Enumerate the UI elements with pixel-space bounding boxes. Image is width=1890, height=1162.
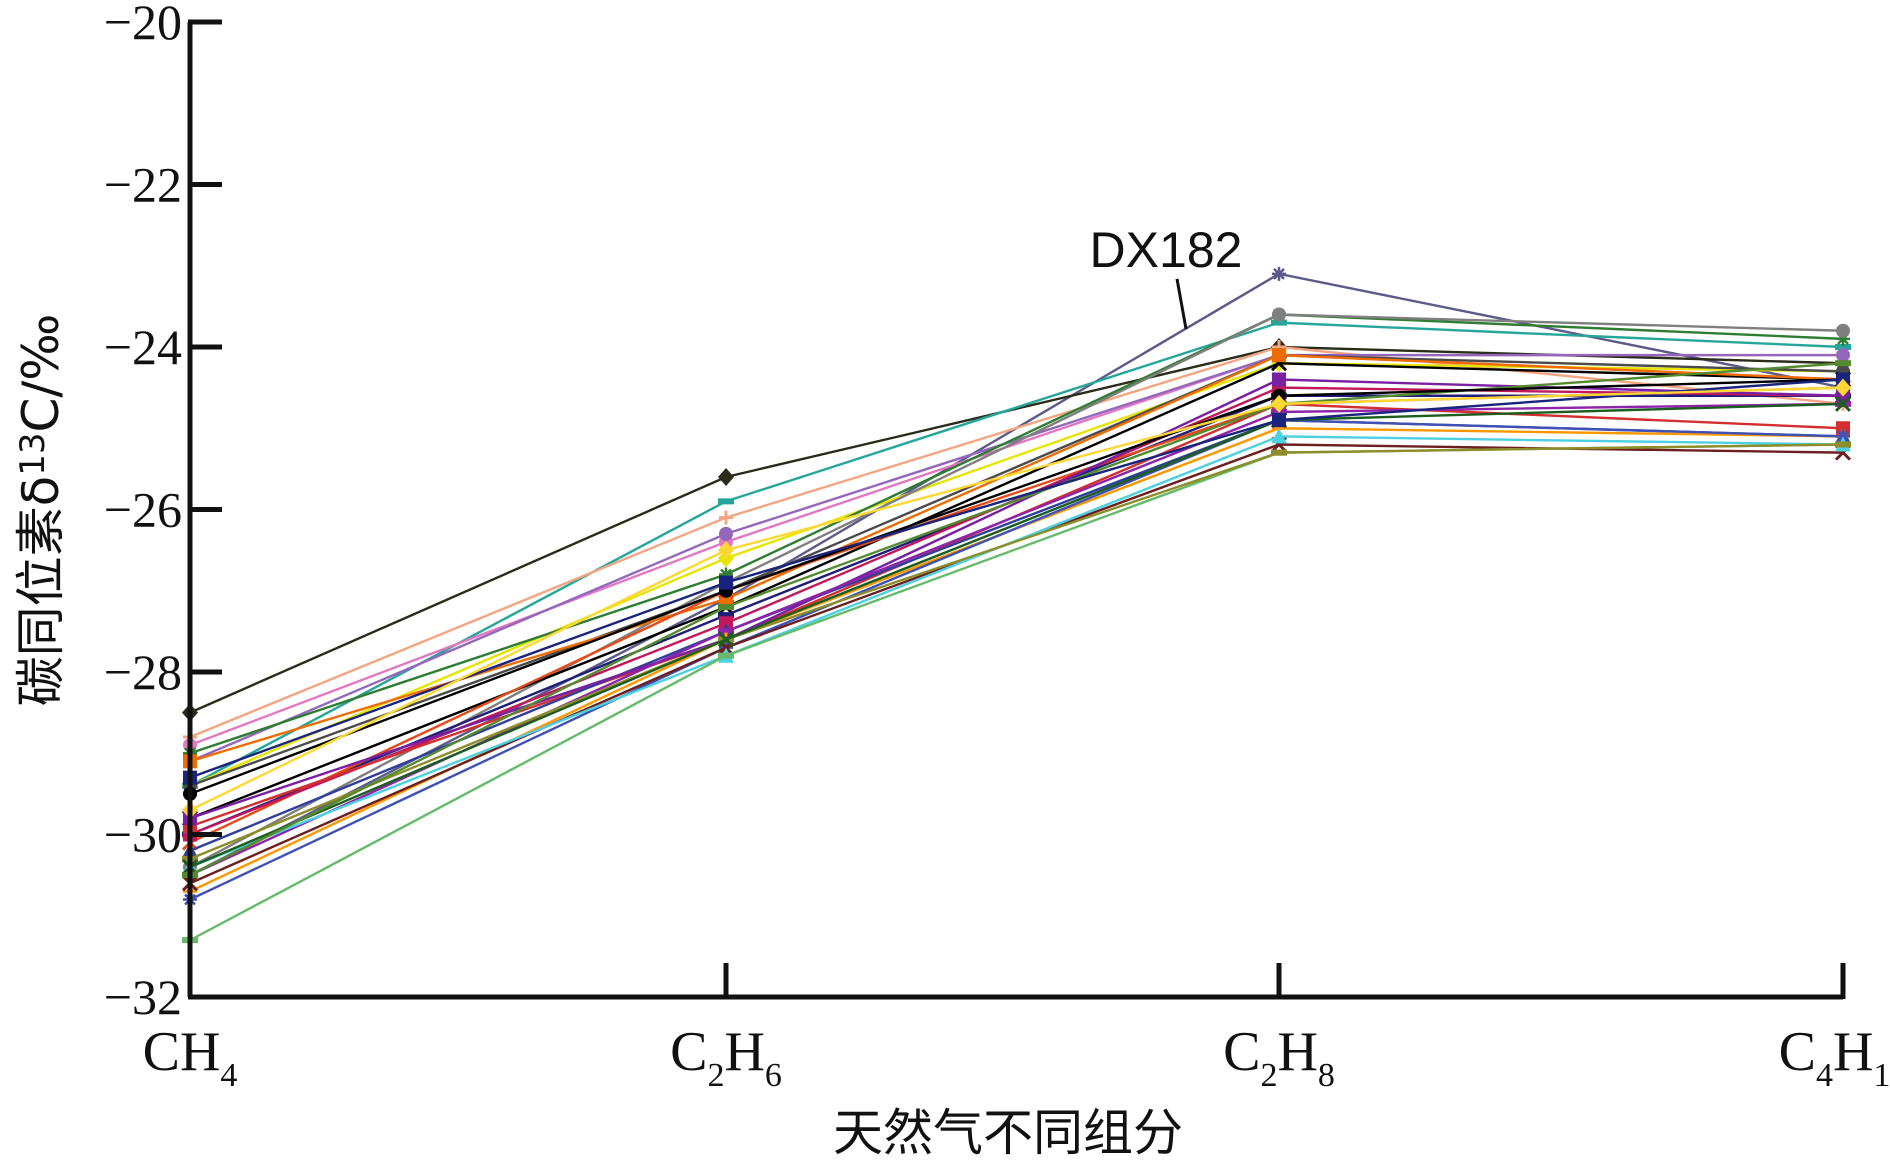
annotation-leader-line <box>1175 278 1188 330</box>
y-axis-title-tail: C/‰ <box>12 314 70 433</box>
series-group <box>183 348 1850 793</box>
x-tick-label-sub: 6 <box>765 1057 782 1094</box>
data-point <box>719 526 733 541</box>
y-tick-label: −28 <box>104 644 182 700</box>
series-line <box>189 362 1844 877</box>
x-tick-label-sub: 2 <box>707 1057 724 1094</box>
data-point <box>719 567 733 582</box>
series-group <box>182 378 1851 820</box>
y-tick-label: −20 <box>104 0 182 50</box>
annotation-label: DX182 <box>1090 222 1243 278</box>
x-tick-label: C2H8 <box>1223 1021 1335 1094</box>
data-point <box>719 510 733 525</box>
series-line <box>189 313 1844 755</box>
series-group <box>181 355 1852 827</box>
y-axis-title: 碳同位素δ13C/‰ <box>12 314 70 707</box>
series-group <box>182 319 1851 789</box>
x-axis-title: 天然气不同组分 <box>833 1104 1183 1162</box>
data-point <box>1271 319 1287 326</box>
data-point <box>719 575 733 590</box>
data-point <box>1271 449 1287 456</box>
series-line <box>189 362 1844 820</box>
x-tick-label-main: H <box>724 1021 764 1083</box>
series-layer <box>181 266 1852 944</box>
data-point <box>718 604 734 610</box>
data-point <box>1835 378 1851 397</box>
series-line <box>189 443 1844 860</box>
x-tick-label-main: C <box>1779 1021 1816 1083</box>
series-line <box>189 418 1844 901</box>
data-point <box>718 468 734 486</box>
y-tick-label: −32 <box>104 969 182 1025</box>
series-line <box>189 402 1844 869</box>
x-tick-label-sub: 2 <box>1260 1057 1277 1094</box>
series-group <box>183 266 1850 883</box>
data-point <box>1272 266 1286 281</box>
x-tick-label-main: H <box>1833 1021 1873 1083</box>
data-point <box>1272 307 1286 322</box>
data-point <box>718 498 734 505</box>
y-ticks: −20 −22 −24 −26 −28 −30 −32 <box>104 0 222 1025</box>
x-tick-label: C4H10 <box>1779 1021 1890 1094</box>
x-tick-label-sub: 10 <box>1873 1057 1890 1094</box>
y-axis-title-sup: 13 <box>13 433 53 476</box>
series-line <box>189 443 1844 885</box>
x-tick-label: C2H6 <box>670 1021 782 1094</box>
series-line <box>189 378 1844 795</box>
series-group <box>181 395 1852 876</box>
series-group <box>182 428 1851 874</box>
data-point <box>717 631 735 648</box>
series-line <box>189 443 1844 942</box>
data-point <box>1835 441 1851 448</box>
y-tick-label: −30 <box>104 807 182 863</box>
x-tick-label-sub: 4 <box>1816 1057 1833 1094</box>
data-point <box>1272 413 1286 428</box>
axes: −20−22−24−26−28−30−32 CH4C2H6C2H8C4H10 <box>104 0 1890 1094</box>
x-tick-label-main: C <box>1223 1021 1260 1083</box>
x-ticks: CH4C2H6C2H8C4H10 <box>143 963 1890 1094</box>
data-point <box>1272 372 1286 387</box>
series-line <box>189 353 1844 787</box>
data-point <box>718 612 734 619</box>
x-tick-label-main: C <box>670 1021 707 1083</box>
data-point <box>1271 428 1287 444</box>
series-group <box>183 396 1850 834</box>
series-line <box>189 345 1844 739</box>
data-point <box>1834 395 1852 412</box>
x-tick-label-main: CH <box>143 1021 221 1083</box>
series-line <box>189 402 1844 877</box>
data-point <box>1835 360 1851 367</box>
data-point <box>1836 331 1850 346</box>
data-point <box>719 616 733 631</box>
x-tick-label-sub: 8 <box>1318 1057 1335 1094</box>
data-point <box>1272 348 1286 363</box>
data-point <box>1836 429 1850 444</box>
data-point <box>1835 344 1851 350</box>
data-point <box>718 541 734 560</box>
series-line <box>189 386 1844 812</box>
data-point <box>1836 348 1850 363</box>
data-point <box>718 628 734 635</box>
y-tick-label: −22 <box>104 157 182 213</box>
series-group <box>181 379 1852 851</box>
series-line <box>189 345 1844 714</box>
x-tick-label-sub: 4 <box>220 1057 237 1094</box>
series-line <box>189 362 1844 787</box>
y-tick-label: −24 <box>104 319 182 375</box>
data-point <box>1836 323 1850 338</box>
series-line <box>189 272 1844 877</box>
series-group <box>182 441 1851 862</box>
data-point <box>1271 394 1287 413</box>
data-point <box>718 652 734 659</box>
x-tick-label: CH4 <box>143 1021 238 1094</box>
series-group <box>181 436 1852 892</box>
y-axis-title-main: 碳同位素δ <box>12 476 70 707</box>
y-tick-label: −26 <box>104 482 182 538</box>
series-line <box>189 378 1844 820</box>
annotation: DX182 <box>1090 222 1243 330</box>
x-tick-label-main: H <box>1277 1021 1317 1083</box>
